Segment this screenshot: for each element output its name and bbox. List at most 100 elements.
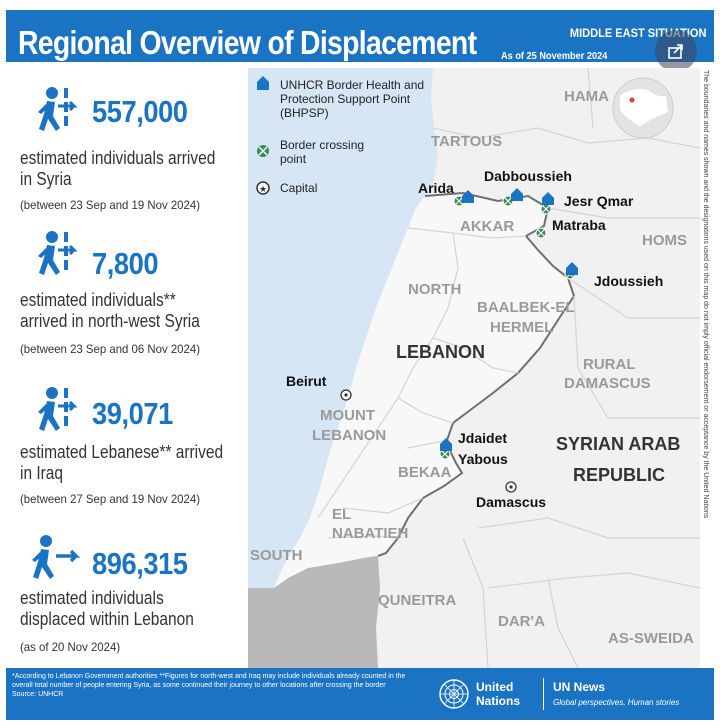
place-label: Dabboussieh [484, 168, 572, 184]
desc-line: in Syria [20, 169, 72, 189]
stat-period: (between 23 Sep and 06 Nov 2024) [20, 342, 200, 356]
globe-inset [612, 77, 674, 139]
country-label: REPUBLIC [573, 465, 665, 485]
un-wordmark[interactable]: United Nations [476, 680, 520, 708]
desc-line: estimated individuals [20, 588, 164, 608]
place-label: Jdoussieh [594, 273, 663, 289]
legend-crossing-line: Border crossing [280, 138, 364, 152]
person-arrow-icon [32, 535, 81, 579]
bhpsp-legend-icon [257, 76, 269, 90]
stat-description: estimated individuals arrived in Syria [20, 148, 252, 190]
region-label: BEKAA [398, 464, 452, 481]
region-label: TARTOUS [431, 133, 502, 150]
stat-description: estimated individuals** arrived in north… [20, 290, 252, 332]
region-label: HOMS [642, 232, 687, 249]
legend: UNHCR Border Health and Protection Suppo… [256, 76, 424, 195]
stat-arrived-syria: 557,000 estimated individuals arrived in… [16, 84, 248, 224]
country-labels: LEBANON SYRIAN ARAB REPUBLIC [396, 342, 680, 485]
place-labels: Arida Dabboussieh Jesr Qmar Matraba Jdou… [286, 168, 663, 510]
region-label: NORTH [408, 281, 461, 298]
region-label: HERMEL [490, 319, 553, 336]
legend-bhpsp-line: Protection Support Point [280, 92, 411, 106]
stat-arrived-iraq: 39,071 estimated Lebanese** arrived in I… [16, 384, 248, 534]
legend-crossing-line: point [280, 152, 307, 166]
region-label: LEBANON [312, 427, 386, 444]
region-label: MOUNT [320, 407, 375, 424]
legend-bhpsp-line: (BHPSP) [280, 106, 329, 120]
person-arrow-border-icon [38, 387, 78, 431]
region-label: RURAL [583, 356, 636, 373]
page-title: Regional Overview of Displacement [18, 24, 477, 61]
region-label: DAMASCUS [564, 375, 651, 392]
footer-divider [543, 678, 544, 710]
stat-period: (as of 20 Nov 2024) [20, 640, 121, 654]
bhpsp-icon[interactable] [542, 192, 554, 205]
bhpsp-icon[interactable] [462, 190, 474, 203]
source-text: Source: UNHCR [12, 691, 64, 698]
capital-legend-icon: ★ [256, 181, 270, 195]
place-label: Jesr Qmar [564, 193, 634, 209]
stats-panel: 557,000 estimated individuals arrived in… [0, 68, 246, 668]
region-label: DAR'A [498, 613, 545, 630]
stat-description: estimated individuals displaced within L… [20, 588, 252, 630]
desc-line: estimated individuals arrived [20, 148, 216, 168]
place-label: Arida [418, 180, 454, 196]
region-label: AS-SWEIDA [608, 630, 694, 647]
place-label: Damascus [476, 494, 546, 510]
stat-arrived-nw-syria: 7,800 estimated individuals** arrived in… [16, 228, 248, 378]
desc-line: displaced within Lebanon [20, 609, 194, 629]
bhpsp-icon[interactable] [440, 438, 452, 451]
place-label: Beirut [286, 373, 327, 389]
border-crossing-icon[interactable] [535, 227, 547, 239]
un-line: Nations [476, 694, 521, 708]
sea-area [248, 68, 438, 588]
region-label: EL [332, 506, 351, 523]
footer: *According to Lebanon Government authori… [6, 668, 714, 720]
header: Regional Overview of Displacement MIDDLE… [0, 0, 720, 72]
region-label: QUNEITRA [378, 592, 457, 609]
country-label: SYRIAN ARAB [556, 434, 680, 454]
place-label: Yabous [458, 451, 508, 467]
un-news-wordmark[interactable]: UN News [553, 680, 606, 694]
border-crossing-icon[interactable] [453, 195, 465, 207]
lebanon-area [274, 193, 574, 588]
svg-text:★: ★ [259, 185, 267, 195]
share-icon [668, 44, 683, 59]
map-markers [340, 188, 578, 493]
stat-number: 39,071 [92, 396, 173, 431]
capital-icon[interactable] [340, 389, 352, 401]
place-label: Matraba [552, 217, 606, 233]
stat-period: (between 27 Sep and 19 Nov 2024) [20, 492, 200, 506]
occupied-area [248, 556, 380, 668]
un-news-tagline: Global perspectives, Human stories [553, 698, 680, 707]
stat-number: 896,315 [92, 546, 188, 581]
map-canvas: UNHCR Border Health and Protection Suppo… [248, 68, 700, 668]
legend-bhpsp-line: UNHCR Border Health and [280, 78, 424, 92]
region-label: SOUTH [250, 547, 303, 564]
country-label: LEBANON [396, 342, 485, 362]
stat-displaced-lebanon: 896,315 estimated individuals displaced … [16, 532, 248, 662]
share-button[interactable] [655, 30, 697, 72]
un-emblem-icon [439, 679, 469, 709]
person-arrow-border-icon [38, 87, 78, 131]
date-label: As of 25 November 2024 [501, 51, 608, 62]
desc-line: estimated Lebanese** arrived [20, 442, 224, 462]
map-disclaimer: The boundaries and names shown and the d… [700, 70, 720, 666]
map[interactable]: UNHCR Border Health and Protection Suppo… [248, 68, 700, 668]
stat-period: (between 23 Sep and 19 Nov 2024) [20, 198, 200, 212]
bhpsp-icon[interactable] [511, 188, 523, 201]
place-label: Jdaidet [458, 430, 507, 446]
border-crossing-icon[interactable] [540, 203, 552, 215]
un-line: United [476, 680, 514, 694]
capital-icon[interactable] [505, 481, 517, 493]
disclaimer-text: The boundaries and names shown and the d… [702, 70, 709, 519]
desc-line: arrived in north-west Syria [20, 311, 200, 331]
region-label: BAALBEK-EL [477, 299, 575, 316]
desc-line: in Iraq [20, 463, 64, 483]
desc-line: estimated individuals** [20, 290, 176, 310]
admin-boundaries [317, 68, 700, 668]
bhpsp-icon[interactable] [566, 262, 578, 275]
region-labels: HAMA TARTOUS AKKAR HOMS NORTH BAALBEK-EL… [250, 88, 694, 647]
region-label: HAMA [564, 88, 609, 105]
footnote-text: *According to Lebanon Government authori… [12, 673, 406, 689]
